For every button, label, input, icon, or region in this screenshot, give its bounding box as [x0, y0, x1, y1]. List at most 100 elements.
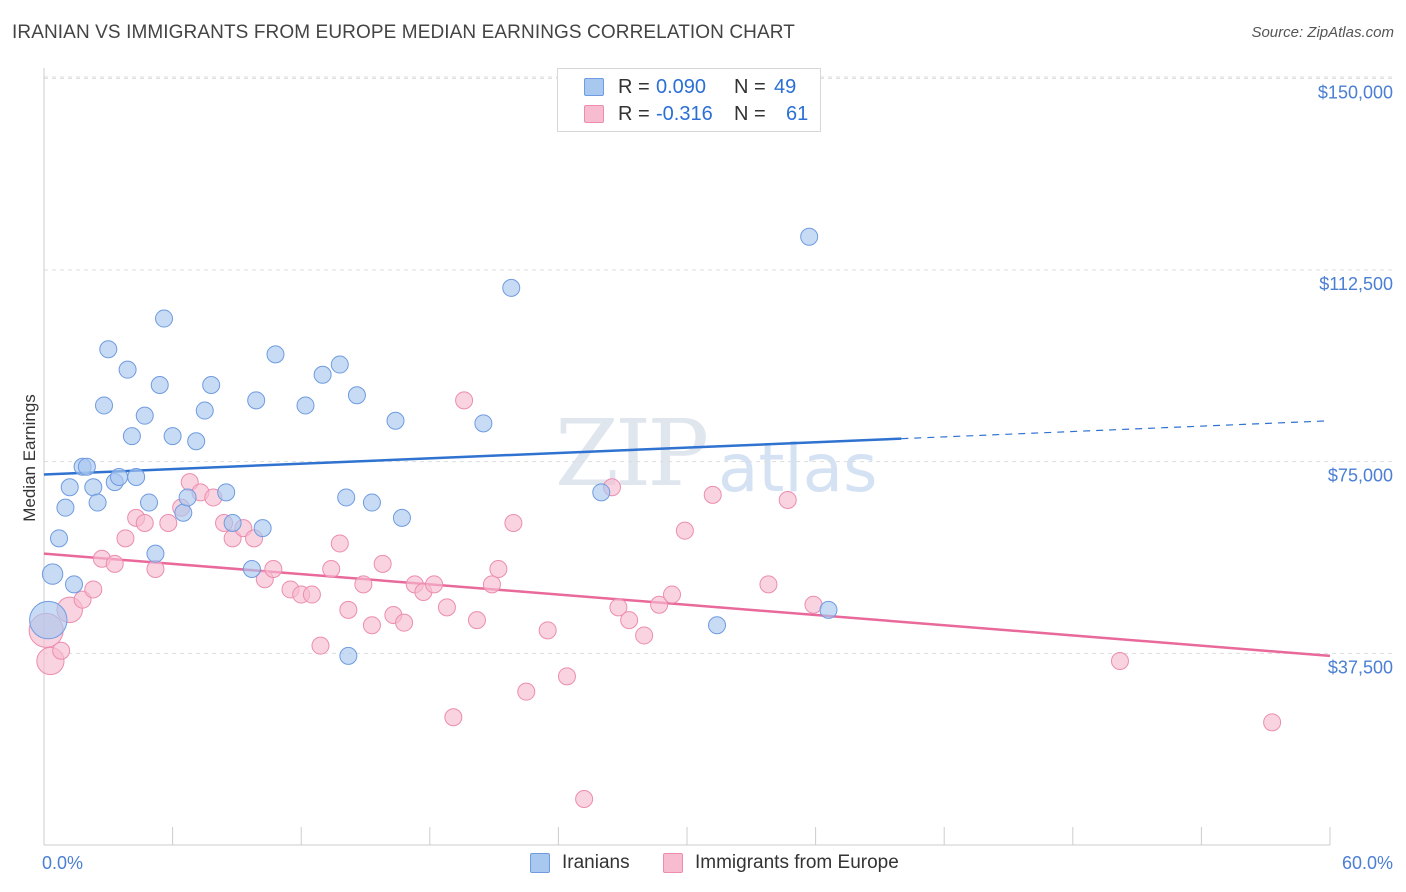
point-europe — [575, 790, 594, 808]
point-iranians — [266, 345, 285, 364]
point-europe — [455, 391, 474, 410]
point-iranians — [362, 493, 381, 512]
point-iranians — [247, 391, 266, 410]
y-tick-label: $150,000 — [1318, 82, 1393, 102]
point-europe — [146, 560, 165, 578]
trend-line-europe — [43, 552, 1331, 658]
y-tick-label: $112,500 — [1319, 274, 1393, 294]
y-tick-label: $75,000 — [1328, 466, 1393, 486]
point-iranians — [202, 376, 221, 394]
point-europe — [437, 598, 456, 617]
point-europe — [330, 534, 349, 553]
x-tick-label-min: 0.0% — [42, 853, 83, 873]
y-axis-title: Median Earnings — [20, 394, 39, 522]
point-europe — [354, 575, 373, 594]
point-europe — [759, 575, 778, 594]
point-iranians — [155, 309, 174, 328]
point-europe — [444, 708, 463, 727]
point-iranians — [386, 411, 405, 430]
point-iranians — [296, 396, 315, 415]
point-iranians — [60, 478, 79, 497]
point-iranians — [118, 360, 137, 379]
stats-legend: R = 0.090 N = 49 R = -0.316 N = 61 — [557, 68, 821, 132]
point-iranians — [242, 560, 261, 578]
point-iranians — [56, 498, 75, 517]
point-europe — [504, 514, 523, 532]
point-europe — [489, 560, 508, 578]
legend-row-iranians: R = 0.090 N = 49 — [558, 75, 814, 99]
y-tick-label: $37,500 — [1328, 657, 1393, 677]
legend-r-label: R = — [618, 102, 650, 125]
legend-n-label: N = — [734, 102, 766, 125]
point-iranians — [347, 386, 366, 405]
axis-labels: $37,500 $75,000 $112,500 $150,000 0.0% 60.0% M… — [20, 82, 1393, 873]
point-iranians — [135, 406, 154, 425]
point-europe — [635, 626, 654, 645]
point-europe — [467, 611, 486, 630]
point-iranians — [339, 646, 358, 665]
point-europe — [609, 598, 628, 617]
point-europe — [264, 560, 283, 578]
point-iranians — [800, 227, 819, 246]
legend-r-value: -0.316 — [656, 102, 713, 125]
series-name-iranians: Iranians — [562, 852, 630, 873]
point-europe — [804, 595, 823, 614]
point-europe — [425, 575, 444, 594]
point-iranians — [253, 519, 272, 538]
point-europe — [339, 600, 358, 619]
point-europe — [482, 575, 501, 594]
point-iranians — [502, 278, 521, 297]
point-europe — [538, 621, 557, 640]
point-europe — [662, 585, 681, 604]
point-iranians — [330, 355, 349, 374]
point-europe — [105, 554, 124, 573]
data-points — [28, 227, 1282, 808]
point-europe — [675, 521, 694, 540]
point-iranians — [217, 483, 236, 502]
point-europe — [778, 491, 797, 509]
point-europe — [1263, 713, 1282, 732]
legend-swatch-blue — [584, 78, 604, 96]
trend-line-iranians — [43, 437, 902, 476]
point-iranians — [187, 432, 206, 451]
point-europe — [517, 682, 536, 701]
watermark-zip: ZIP — [555, 400, 709, 507]
point-iranians — [122, 427, 141, 446]
point-iranians — [174, 503, 193, 522]
point-iranians — [110, 468, 129, 486]
point-europe — [557, 667, 576, 686]
point-europe — [52, 641, 71, 660]
point-iranians — [592, 483, 611, 502]
point-europe — [650, 595, 669, 614]
point-europe — [302, 585, 321, 604]
point-europe — [395, 613, 414, 632]
point-europe — [373, 554, 392, 573]
x-tick-label-max: 60.0% — [1342, 853, 1393, 873]
point-iranians — [337, 488, 356, 507]
point-iranians — [223, 514, 242, 532]
series-legend-europe: Immigrants from Europe — [663, 852, 899, 874]
point-europe — [135, 514, 154, 532]
point-europe — [703, 485, 722, 504]
point-iranians — [140, 493, 159, 512]
point-iranians — [88, 493, 107, 512]
point-iranians — [29, 600, 68, 640]
point-europe — [159, 514, 178, 532]
point-iranians — [163, 427, 182, 446]
point-europe — [620, 611, 639, 630]
legend-swatch-pink — [663, 853, 683, 873]
point-europe — [311, 636, 330, 655]
point-iranians — [146, 544, 165, 563]
point-iranians — [819, 600, 838, 619]
chart-title: IRANIAN VS IMMIGRANTS FROM EUROPE MEDIAN… — [12, 22, 795, 43]
source-label: Source: ZipAtlas.com — [1251, 24, 1394, 41]
point-europe — [322, 560, 341, 578]
trend-line-iranians-projection — [901, 420, 1331, 440]
legend-n-label: N = — [734, 75, 766, 98]
legend-r-label: R = — [618, 75, 650, 98]
series-legend-iranians: Iranians — [530, 852, 630, 874]
point-iranians — [95, 396, 114, 415]
point-europe — [116, 529, 135, 548]
point-iranians — [313, 365, 332, 384]
legend-row-europe: R = -0.316 N = 61 — [558, 102, 826, 126]
